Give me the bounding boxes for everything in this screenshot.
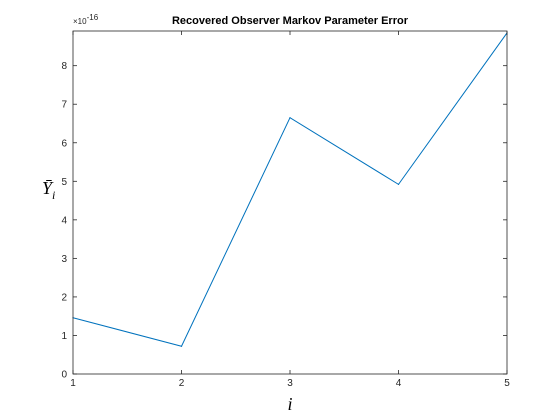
y-tick-label: 3 — [61, 254, 67, 265]
x-tick-label: 1 — [70, 378, 76, 389]
y-tick-label: 8 — [61, 61, 67, 72]
y-exponent-base: ×10 — [73, 17, 87, 26]
y-axis-label-main: Ȳ — [42, 178, 54, 198]
data-point — [397, 183, 400, 185]
x-tick-label: 3 — [287, 378, 293, 389]
data-point — [289, 117, 291, 119]
x-ticks: 1 2 3 4 5 — [70, 31, 510, 389]
y-tick-label: 7 — [61, 100, 67, 111]
y-tick-label: 1 — [61, 331, 67, 342]
y-ticks: 0 1 2 3 4 5 6 7 8 — [61, 61, 507, 381]
plot-area — [73, 31, 507, 374]
y-exponent-label: ×10-16 — [73, 13, 99, 26]
y-axis-label: Ȳi — [42, 178, 55, 202]
y-axis-label-subscript: i — [52, 188, 55, 202]
x-tick-label: 2 — [179, 378, 185, 389]
y-exponent-power: -16 — [87, 13, 99, 22]
x-tick-label: 5 — [504, 378, 510, 389]
x-tick-label: 4 — [396, 378, 402, 389]
chart-title: Recovered Observer Markov Parameter Erro… — [172, 15, 409, 27]
y-tick-label: 5 — [61, 177, 67, 188]
x-axis-label: i — [287, 394, 292, 414]
y-tick-label: 2 — [61, 292, 67, 303]
y-tick-label: 0 — [61, 370, 67, 381]
data-point — [180, 345, 183, 347]
y-tick-label: 4 — [61, 215, 67, 226]
y-tick-label: 6 — [61, 138, 67, 149]
